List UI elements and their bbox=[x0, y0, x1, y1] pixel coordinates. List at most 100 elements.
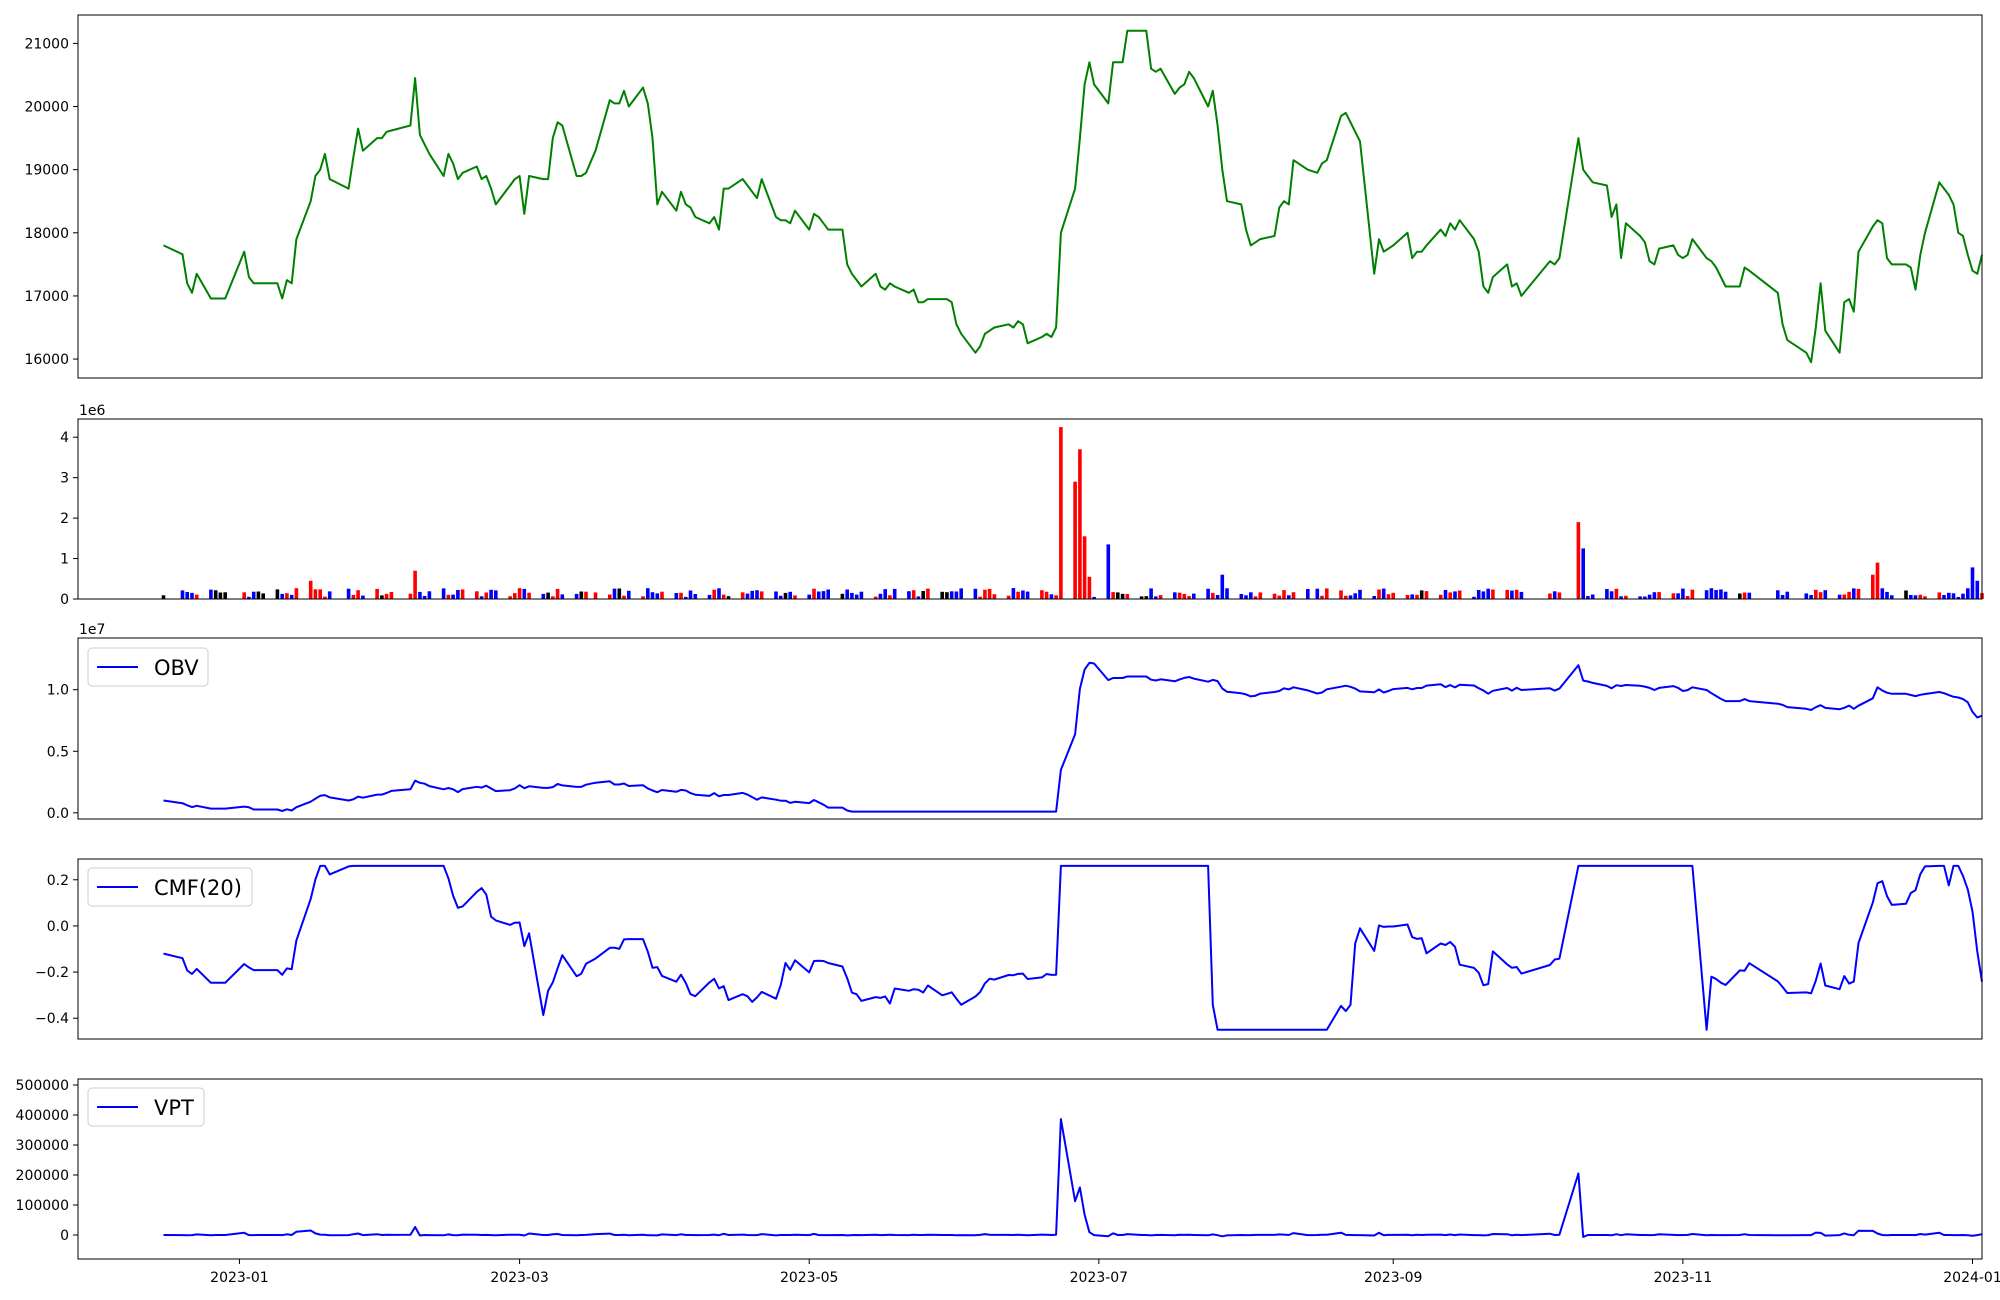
volume-bar bbox=[251, 591, 256, 599]
volume-bar bbox=[475, 591, 479, 599]
volume-bar bbox=[1481, 591, 1486, 599]
cmf-legend-label: CMF(20) bbox=[154, 876, 242, 900]
volume-bar bbox=[308, 580, 313, 599]
volume-bar bbox=[551, 596, 555, 599]
volume-bar bbox=[684, 596, 688, 599]
x-tick-label: 2023-03 bbox=[490, 1270, 549, 1286]
volume-bar bbox=[1619, 596, 1623, 599]
volume-bar bbox=[418, 591, 422, 599]
series-line bbox=[163, 864, 1983, 1031]
volume-bar bbox=[807, 594, 811, 599]
volume-bar bbox=[441, 588, 446, 599]
volume-bar bbox=[617, 588, 622, 599]
volume-bar bbox=[1082, 536, 1087, 599]
volume-bar bbox=[788, 591, 792, 599]
volume-bar bbox=[717, 588, 721, 599]
y-tick-label: 1 bbox=[60, 552, 69, 568]
volume-bar bbox=[1381, 588, 1386, 599]
vpt-panel: 0 100000 200000 300000 400000 500000 2023-01 20… bbox=[16, 1078, 2000, 1286]
volume-bar bbox=[460, 589, 465, 599]
volume-bar bbox=[361, 595, 365, 599]
volume-bar bbox=[1306, 589, 1310, 599]
volume-bar bbox=[1942, 595, 1946, 599]
volume-bar bbox=[1505, 589, 1509, 599]
volume-bar bbox=[1006, 595, 1011, 599]
volume-bar bbox=[1011, 588, 1016, 599]
volume-bar bbox=[660, 591, 664, 599]
volume-bar bbox=[190, 592, 194, 599]
volume-bar bbox=[517, 588, 522, 599]
volume-bar bbox=[1704, 590, 1709, 599]
volume-bar bbox=[1510, 590, 1514, 599]
cmf-panel: −0.4 −0.2 0.0 0.2 bbox=[35, 858, 1983, 1040]
axes-frame bbox=[77, 858, 1983, 1040]
y-tick-label: 300000 bbox=[16, 1138, 69, 1154]
volume-bar bbox=[1918, 594, 1923, 599]
volume-bar bbox=[1353, 593, 1357, 599]
volume-bar bbox=[1258, 592, 1263, 599]
volume-bar bbox=[1277, 595, 1282, 599]
volume-bar bbox=[1144, 596, 1149, 599]
volume-bar bbox=[1021, 590, 1025, 599]
volume-bar bbox=[983, 589, 987, 599]
volume-bar bbox=[209, 589, 213, 599]
volume-bar bbox=[1239, 594, 1244, 599]
volume-bar bbox=[650, 592, 655, 599]
y-tick-label: 3 bbox=[60, 471, 69, 487]
volume-bar bbox=[256, 591, 261, 599]
volume-bar bbox=[1576, 522, 1581, 599]
volume-bar bbox=[1215, 595, 1220, 599]
volume-bar bbox=[375, 588, 379, 599]
volume-bar bbox=[1709, 588, 1714, 599]
volume-bar bbox=[759, 591, 764, 599]
volume-bar bbox=[351, 594, 356, 599]
volume-bar bbox=[1804, 593, 1809, 599]
volume-bar bbox=[926, 588, 930, 599]
volume-bar bbox=[1652, 592, 1657, 599]
volume-bar bbox=[1092, 596, 1096, 599]
volume-bar bbox=[1548, 593, 1552, 599]
volume-bar bbox=[1438, 594, 1443, 599]
volume-bar bbox=[1173, 592, 1177, 599]
volume-bar bbox=[1448, 592, 1452, 599]
volume-bar bbox=[1116, 592, 1120, 599]
volume-bar bbox=[854, 594, 859, 599]
volume-bar bbox=[627, 590, 631, 599]
volume-bar bbox=[1785, 591, 1790, 599]
volume-bar bbox=[1657, 592, 1661, 599]
volume-bar bbox=[1025, 591, 1030, 599]
volume-bar bbox=[850, 592, 854, 599]
y-tick-label: 0.0 bbox=[47, 919, 69, 935]
volume-bar bbox=[327, 591, 332, 599]
series-line bbox=[163, 1118, 1983, 1238]
volume-bar bbox=[978, 596, 982, 599]
y-tick-label: 2 bbox=[60, 511, 69, 527]
x-tick-label: 2023-07 bbox=[1070, 1270, 1129, 1286]
volume-bar bbox=[1590, 594, 1595, 599]
volume-bar bbox=[1272, 593, 1277, 599]
y-tick-label: 0.5 bbox=[47, 744, 69, 760]
volume-bar bbox=[560, 594, 565, 599]
axes-frame bbox=[77, 1078, 1983, 1260]
volume-bar bbox=[878, 593, 883, 599]
volume-bar bbox=[892, 588, 897, 599]
volume-bar bbox=[1372, 596, 1376, 599]
volume-bar bbox=[745, 593, 750, 599]
volume-bar bbox=[1049, 594, 1054, 599]
y-tick-label: 1.0 bbox=[47, 683, 69, 699]
volume-bar bbox=[1814, 589, 1818, 599]
volume-bar bbox=[940, 591, 944, 599]
y-tick-label: 0 bbox=[60, 592, 69, 608]
volume-bar bbox=[218, 592, 223, 599]
volume-panel: 0 1 2 3 4 bbox=[60, 418, 1984, 608]
volume-bar bbox=[427, 591, 432, 599]
x-tick-label: 2024-01 bbox=[1943, 1270, 2000, 1286]
volume-bar bbox=[712, 589, 716, 599]
volume-bar bbox=[1880, 588, 1885, 599]
volume-bar bbox=[726, 596, 731, 599]
volume-bar bbox=[1837, 594, 1842, 599]
volume-bar bbox=[489, 589, 493, 599]
axes-frame bbox=[77, 418, 1983, 600]
y-tick-label: −0.4 bbox=[35, 1011, 69, 1027]
